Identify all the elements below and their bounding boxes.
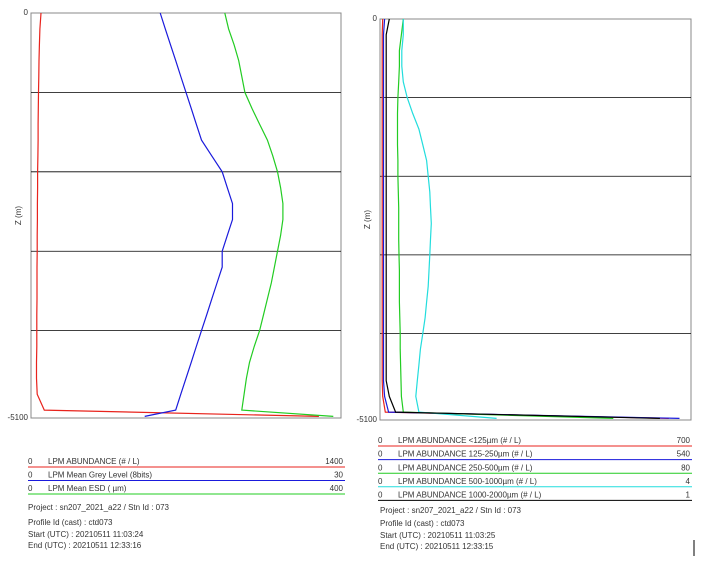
- scale-max: 30: [334, 471, 343, 480]
- info-line: Profile Id (cast) : ctd073: [28, 518, 113, 527]
- y-axis-label: Z (m): [14, 206, 23, 225]
- scale-max: 4: [686, 477, 691, 486]
- info-line: Start (UTC) : 20210511 11:03:24: [28, 530, 144, 539]
- profile-line: [401, 19, 497, 419]
- y-tick-label: 0: [24, 8, 29, 17]
- scale-min: 0: [28, 471, 33, 480]
- legend-label: LPM Mean ESD ( µm): [48, 484, 127, 493]
- y-tick-label: -5100: [357, 415, 378, 424]
- profile-line: [35, 12, 319, 417]
- profile-line: [144, 12, 234, 417]
- info-line: End (UTC) : 20210511 12:33:16: [28, 541, 142, 550]
- scale-min: 0: [378, 436, 383, 445]
- profile-line: [396, 18, 614, 419]
- scale-max: 1400: [325, 457, 343, 466]
- legend-label: LPM ABUNDANCE 500-1000µm (# / L): [398, 477, 537, 486]
- plot-frame: [379, 18, 692, 421]
- profile-line: [385, 18, 660, 419]
- info-line: End (UTC) : 20210511 12:33:15: [380, 542, 494, 551]
- info-line: Start (UTC) : 20210511 11:03:25: [380, 531, 496, 540]
- info-line: Project : sn207_2021_a22 / Stn Id : 073: [380, 506, 522, 515]
- profile-line: [224, 12, 334, 417]
- scale-min: 0: [28, 457, 33, 466]
- scale-max: 1: [686, 491, 691, 500]
- scale-min: 0: [378, 491, 383, 500]
- scale-max: 400: [330, 484, 344, 493]
- scale-max: 80: [681, 463, 690, 472]
- scale-max: 700: [677, 436, 691, 445]
- profile-line: [381, 18, 669, 419]
- scale-min: 0: [378, 463, 383, 472]
- legend-label: LPM ABUNDANCE 250-500µm (# / L): [398, 463, 533, 472]
- legend-label: LPM Mean Grey Level (8bits): [48, 471, 152, 480]
- legend-label: LPM ABUNDANCE <125µm (# / L): [398, 436, 521, 445]
- scale-min: 0: [378, 450, 383, 459]
- info-line: Profile Id (cast) : ctd073: [380, 519, 465, 528]
- profile-line: [382, 18, 680, 419]
- info-line: Project : sn207_2021_a22 / Stn Id : 073: [28, 503, 170, 512]
- scale-min: 0: [378, 477, 383, 486]
- scale-max: 540: [677, 450, 691, 459]
- legend-label: LPM ABUNDANCE (# / L): [48, 457, 140, 466]
- scale-min: 0: [28, 484, 33, 493]
- legend-label: LPM ABUNDANCE 1000-2000µm (# / L): [398, 491, 542, 500]
- plot-frame: [30, 12, 342, 419]
- legend-label: LPM ABUNDANCE 125-250µm (# / L): [398, 450, 533, 459]
- y-tick-label: 0: [373, 14, 378, 23]
- y-tick-label: -5100: [8, 413, 29, 422]
- y-axis-label: Z (m): [363, 210, 372, 229]
